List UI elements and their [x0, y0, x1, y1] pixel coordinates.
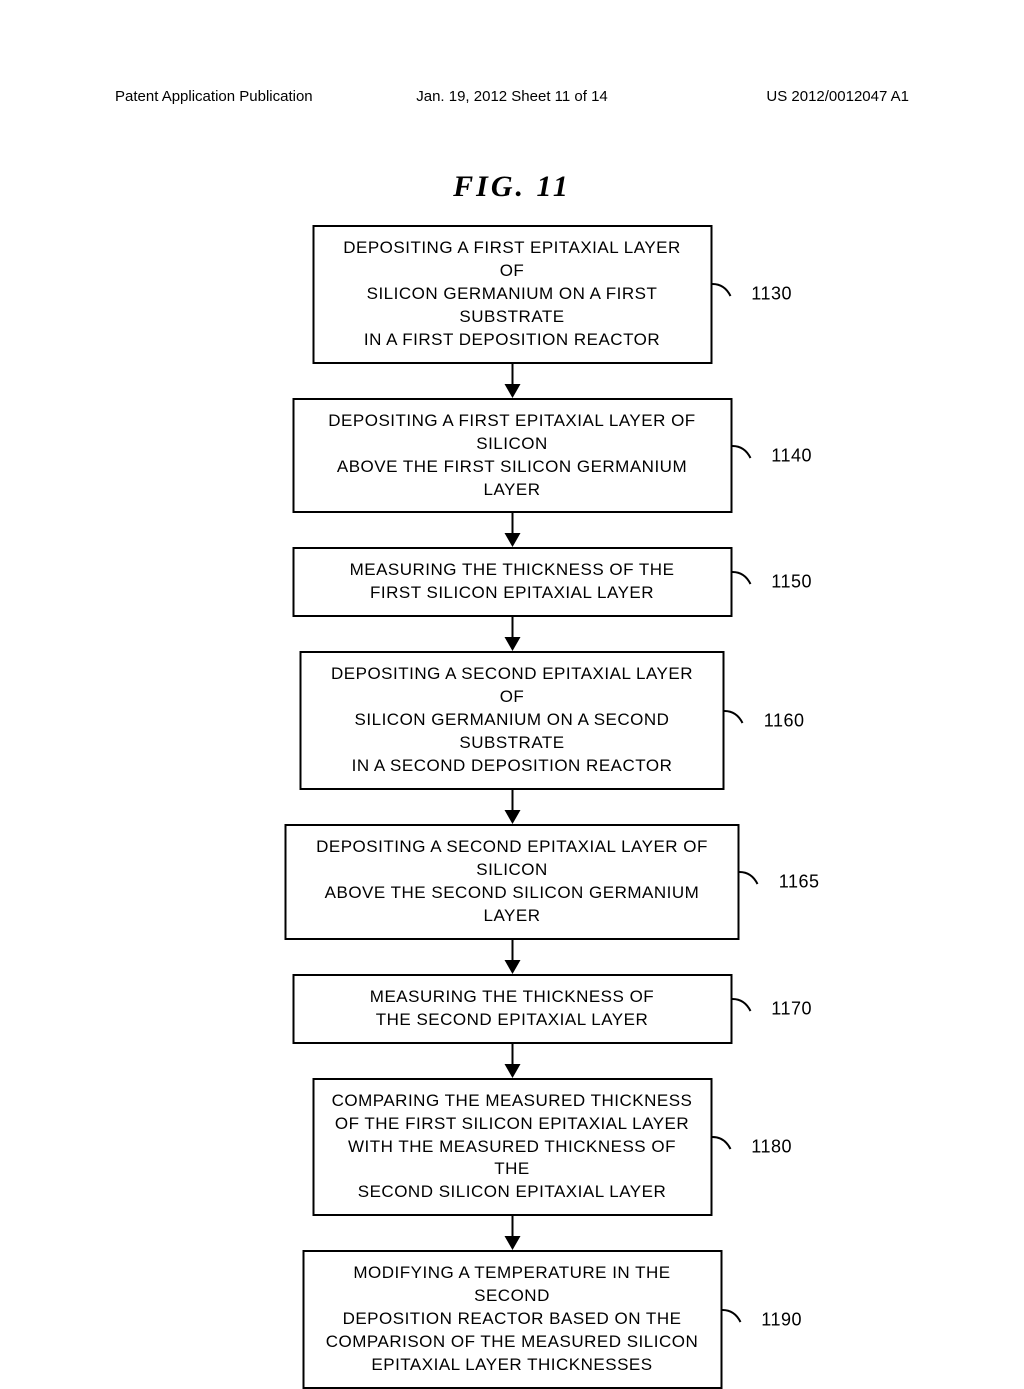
header-left-text: Patent Application Publication [115, 88, 313, 105]
figure-title: FIG. 11 [453, 170, 571, 204]
header-center-text: Jan. 19, 2012 Sheet 11 of 14 [416, 88, 608, 105]
flowchart-step-1160: DEPOSITING A SECOND EPITAXIAL LAYER OFSI… [300, 651, 725, 790]
arrow-head-icon [504, 1236, 520, 1250]
arrow-shaft [511, 940, 513, 960]
leader-line-icon [725, 709, 755, 729]
leader-line-icon [712, 282, 742, 302]
arrow-head-icon [504, 810, 520, 824]
arrow-head-icon [504, 384, 520, 398]
arrow-down-icon [504, 513, 520, 547]
arrow-down-icon [504, 1216, 520, 1250]
flowchart-box-1160: DEPOSITING A SECOND EPITAXIAL LAYER OFSI… [300, 651, 725, 790]
leader-line-icon [740, 870, 770, 890]
arrow-shaft [511, 1044, 513, 1064]
reference-numeral-1180: 1180 [751, 1136, 792, 1157]
arrow-down-icon [504, 617, 520, 651]
reference-numeral-1160: 1160 [764, 710, 805, 731]
arrow-down-icon [504, 364, 520, 398]
leader-line-icon [722, 1308, 752, 1328]
header-right-text: US 2012/0012047 A1 [766, 88, 909, 105]
flowchart-box-1130: DEPOSITING A FIRST EPITAXIAL LAYER OFSIL… [312, 225, 712, 364]
arrow-shaft [511, 1216, 513, 1236]
flowchart-container: DEPOSITING A FIRST EPITAXIAL LAYER OFSIL… [285, 225, 740, 1389]
reference-numeral-1140: 1140 [771, 445, 812, 466]
leader-line-icon [732, 444, 762, 464]
arrow-head-icon [504, 533, 520, 547]
arrow-shaft [511, 790, 513, 810]
flowchart-box-1140: DEPOSITING A FIRST EPITAXIAL LAYER OF SI… [292, 398, 732, 514]
flowchart-step-1140: DEPOSITING A FIRST EPITAXIAL LAYER OF SI… [292, 398, 732, 514]
flowchart-step-1150: MEASURING THE THICKNESS OF THEFIRST SILI… [292, 547, 732, 617]
reference-numeral-1165: 1165 [779, 871, 820, 892]
reference-numeral-1150: 1150 [771, 572, 812, 593]
flowchart-box-1165: DEPOSITING A SECOND EPITAXIAL LAYER OF S… [285, 824, 740, 940]
page-header: Patent Application Publication Jan. 19, … [0, 88, 1024, 105]
leader-line-icon [712, 1135, 742, 1155]
arrow-shaft [511, 364, 513, 384]
arrow-down-icon [504, 940, 520, 974]
arrow-head-icon [504, 637, 520, 651]
leader-line-icon [732, 997, 762, 1017]
flowchart-step-1180: COMPARING THE MEASURED THICKNESSOF THE F… [312, 1078, 712, 1217]
arrow-down-icon [504, 790, 520, 824]
leader-line-icon [732, 570, 762, 590]
arrow-head-icon [504, 1064, 520, 1078]
reference-numeral-1170: 1170 [771, 998, 812, 1019]
flowchart-box-1180: COMPARING THE MEASURED THICKNESSOF THE F… [312, 1078, 712, 1217]
flowchart-step-1170: MEASURING THE THICKNESS OFTHE SECOND EPI… [292, 974, 732, 1044]
flowchart-step-1130: DEPOSITING A FIRST EPITAXIAL LAYER OFSIL… [312, 225, 712, 364]
arrow-down-icon [504, 1044, 520, 1078]
arrow-shaft [511, 513, 513, 533]
flowchart-step-1165: DEPOSITING A SECOND EPITAXIAL LAYER OF S… [285, 824, 740, 940]
reference-numeral-1130: 1130 [751, 284, 792, 305]
flowchart-box-1170: MEASURING THE THICKNESS OFTHE SECOND EPI… [292, 974, 732, 1044]
arrow-head-icon [504, 960, 520, 974]
flowchart-box-1150: MEASURING THE THICKNESS OF THEFIRST SILI… [292, 547, 732, 617]
arrow-shaft [511, 617, 513, 637]
